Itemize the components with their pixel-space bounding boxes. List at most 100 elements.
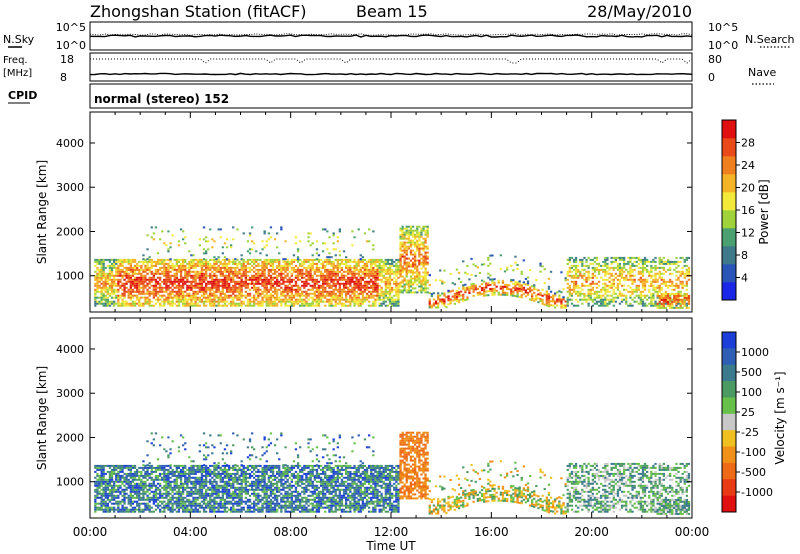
power-cell xyxy=(280,304,283,307)
power-cell xyxy=(110,280,114,283)
power-cell xyxy=(397,292,400,295)
power-cell xyxy=(315,262,319,265)
velocity-cell xyxy=(110,472,114,475)
power-cell xyxy=(361,276,364,279)
power-cell xyxy=(418,279,421,282)
velocity-cell xyxy=(152,470,155,473)
power-cell xyxy=(357,268,360,271)
power-cell xyxy=(685,302,688,305)
power-cell xyxy=(397,270,400,273)
power-cell xyxy=(386,258,390,261)
power-cell xyxy=(244,280,247,283)
power-cell xyxy=(263,270,266,273)
power-cell xyxy=(257,288,260,291)
power-cell xyxy=(393,298,396,301)
velocity-cell xyxy=(117,484,120,487)
power-cell xyxy=(374,270,377,273)
power-cell xyxy=(253,260,256,263)
power-cell xyxy=(115,274,118,277)
power-cell xyxy=(374,268,377,271)
power-cell xyxy=(411,265,415,268)
power-cell xyxy=(119,286,122,289)
velocity-cell xyxy=(119,508,122,511)
power-cell xyxy=(290,258,293,261)
power-cell xyxy=(552,298,555,301)
power-cell xyxy=(537,293,540,296)
power-cell xyxy=(391,300,394,303)
power-cell xyxy=(117,258,120,261)
power-cell xyxy=(142,270,145,273)
power-cell xyxy=(485,282,488,285)
power-cell xyxy=(110,278,114,281)
power-cell xyxy=(434,302,438,305)
power-cell xyxy=(161,288,164,291)
velocity-cell xyxy=(100,506,103,509)
power-cell xyxy=(395,280,398,283)
power-cell xyxy=(303,294,306,297)
power-cell xyxy=(94,258,97,261)
power-cell xyxy=(685,306,688,309)
power-cell xyxy=(159,282,162,285)
power-cell xyxy=(290,260,293,263)
power-cell xyxy=(345,262,348,265)
power-cell xyxy=(257,258,260,261)
power-cell xyxy=(414,251,417,254)
power-cell xyxy=(296,292,300,295)
power-cell xyxy=(391,290,394,293)
power-cell xyxy=(374,298,377,301)
power-cell xyxy=(200,298,204,301)
power-cell xyxy=(305,292,308,295)
power-cell xyxy=(604,288,607,291)
power-cell xyxy=(342,298,346,301)
power-cell xyxy=(671,304,674,307)
power-cell xyxy=(148,256,151,259)
power-cell xyxy=(395,282,398,285)
power-cell xyxy=(420,233,423,236)
cpid-panel: CPID normal (stereo) 152 xyxy=(8,83,693,109)
power-cell xyxy=(211,280,214,283)
power-cell xyxy=(409,229,413,232)
power-cell xyxy=(368,294,371,297)
power-cell xyxy=(681,280,684,283)
velocity-cell xyxy=(146,474,149,477)
power-cell xyxy=(253,278,256,281)
power-cell xyxy=(587,272,590,275)
velocity-cell xyxy=(115,466,118,469)
power-cell xyxy=(144,284,147,287)
power-cell xyxy=(365,286,369,289)
power-cell xyxy=(637,258,640,261)
power-cell xyxy=(627,284,630,287)
power-cell xyxy=(156,258,160,261)
power-cell xyxy=(179,278,183,281)
power-cell xyxy=(169,276,172,279)
power-cell xyxy=(196,258,199,261)
power-cell xyxy=(163,266,166,269)
power-cell xyxy=(411,261,415,264)
power-cell xyxy=(587,274,590,277)
power-cell xyxy=(342,250,346,253)
power-cell xyxy=(328,294,331,297)
power-cell xyxy=(616,284,620,287)
power-cell xyxy=(637,266,640,269)
power-cell xyxy=(403,277,406,280)
power-cell xyxy=(265,298,268,301)
power-cell xyxy=(309,296,312,299)
power-cell xyxy=(267,302,270,305)
power-cell xyxy=(311,298,314,301)
power-cell xyxy=(480,279,484,282)
power-cell xyxy=(407,291,410,294)
power-cell xyxy=(422,275,425,278)
power-cell xyxy=(514,255,517,258)
power-cell xyxy=(244,304,247,307)
power-cell xyxy=(129,298,132,301)
power-cell xyxy=(169,246,172,249)
velocity-cell xyxy=(100,498,103,501)
power-cell xyxy=(330,286,333,289)
power-cell xyxy=(324,278,327,281)
velocity-cell xyxy=(131,474,135,477)
velocity-cell xyxy=(131,510,135,513)
power-cell xyxy=(631,268,634,271)
power-cell xyxy=(142,292,145,295)
power-cell xyxy=(271,294,275,297)
power-cell xyxy=(516,295,519,298)
